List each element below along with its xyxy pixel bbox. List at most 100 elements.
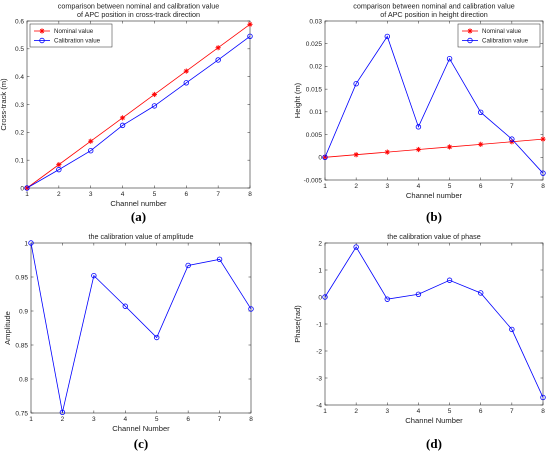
x-tick-label: 3 bbox=[92, 416, 96, 423]
x-tick-label: 7 bbox=[216, 191, 220, 198]
legend-label: Calibration value bbox=[482, 38, 529, 45]
panel-label: (b) bbox=[426, 209, 442, 224]
y-tick-label: 0.015 bbox=[306, 86, 323, 93]
chart-title-line: comparison between nominal and calibrati… bbox=[58, 2, 219, 11]
x-tick-label: 4 bbox=[417, 408, 421, 415]
plot-area bbox=[324, 20, 544, 181]
panel-label: (a) bbox=[131, 209, 146, 224]
x-tick-label: 5 bbox=[155, 416, 159, 423]
legend-entry: Calibration value bbox=[462, 38, 529, 45]
circle-marker bbox=[28, 240, 34, 246]
x-tick-label: 8 bbox=[541, 183, 545, 190]
star-marker-d2 bbox=[385, 149, 390, 155]
circle-marker bbox=[509, 136, 515, 142]
plot-area bbox=[324, 242, 544, 406]
series-1 bbox=[24, 21, 253, 191]
x-tick-label: 6 bbox=[479, 183, 483, 190]
circle-marker bbox=[122, 303, 128, 309]
circle-marker bbox=[353, 80, 359, 87]
x-tick-label: 7 bbox=[510, 183, 514, 190]
x-axis-label: Channel number bbox=[110, 199, 167, 208]
legend-entry: Calibration value bbox=[34, 38, 101, 45]
star-marker-d2 bbox=[56, 162, 61, 167]
x-tick-label: 3 bbox=[89, 191, 93, 198]
star-marker bbox=[151, 91, 158, 98]
x-axis-label: Channel Number bbox=[405, 416, 463, 425]
circle-marker bbox=[322, 154, 328, 160]
x-tick-label: 2 bbox=[61, 416, 65, 423]
star-marker-d2 bbox=[354, 152, 359, 157]
star-marker bbox=[384, 149, 390, 155]
chart-title-line: comparison between nominal and calibrati… bbox=[353, 2, 514, 11]
star-marker-d2 bbox=[120, 115, 125, 120]
y-tick-label: 0 bbox=[318, 294, 322, 301]
circle-marker bbox=[540, 394, 546, 401]
x-tick-label: 5 bbox=[448, 408, 452, 415]
circle-marker bbox=[91, 272, 97, 279]
x-tick-label: 3 bbox=[385, 408, 389, 415]
chart-title-line: the calibration value of phase bbox=[387, 232, 481, 241]
legend-label: Calibration value bbox=[54, 38, 101, 45]
legend-star-marker bbox=[467, 28, 473, 34]
plot-area bbox=[26, 20, 251, 189]
circle-marker bbox=[56, 166, 62, 173]
y-tick-label: 1 bbox=[318, 267, 322, 274]
x-tick-label: 1 bbox=[29, 416, 33, 423]
panel-label: (c) bbox=[134, 436, 148, 451]
x-tick-label: 1 bbox=[323, 408, 327, 415]
circle-marker bbox=[446, 56, 453, 62]
circle-marker bbox=[509, 326, 515, 333]
star-marker bbox=[215, 45, 221, 51]
y-tick-label: 0.025 bbox=[306, 41, 323, 48]
y-tick-label: 0 bbox=[318, 155, 322, 162]
x-tick-label: 7 bbox=[218, 416, 222, 423]
y-tick-label: 0.02 bbox=[309, 64, 322, 71]
x-tick-label: 4 bbox=[121, 191, 125, 198]
circle-marker bbox=[446, 277, 453, 283]
x-tick-label: 6 bbox=[186, 416, 190, 423]
x-tick-label: 8 bbox=[541, 408, 545, 415]
legend-circle-marker bbox=[467, 37, 473, 44]
star-marker bbox=[415, 146, 422, 153]
star-marker-d2 bbox=[540, 137, 546, 142]
circle-marker bbox=[183, 80, 189, 86]
circle-marker bbox=[540, 170, 546, 176]
y-axis-label: Height (m) bbox=[293, 82, 302, 118]
y-tick-label: 0 bbox=[20, 185, 24, 192]
x-axis-label: Channel number bbox=[406, 191, 463, 200]
legend-box bbox=[457, 23, 541, 48]
y-axis-label: Cross-track (m) bbox=[0, 78, 8, 131]
y-tick-label: 0.005 bbox=[306, 132, 323, 139]
circle-marker bbox=[353, 244, 359, 250]
x-tick-label: 3 bbox=[385, 183, 389, 190]
plot-area bbox=[30, 242, 252, 414]
y-tick-label: 2 bbox=[318, 240, 322, 247]
circle-marker bbox=[478, 109, 484, 116]
legend-star-marker-d2 bbox=[39, 28, 45, 34]
y-tick-label: -3 bbox=[316, 375, 322, 382]
x-tick-label: 6 bbox=[479, 408, 483, 415]
x-tick-label: 8 bbox=[249, 416, 253, 423]
y-tick-label: 0.8 bbox=[19, 376, 28, 383]
chart-panel-2: comparison between nominal and calibrati… bbox=[293, 2, 546, 224]
circle-marker bbox=[215, 57, 221, 63]
y-tick-label: 1 bbox=[24, 240, 28, 247]
y-axis-label: Amplitude bbox=[3, 311, 12, 345]
x-tick-label: 2 bbox=[354, 408, 358, 415]
star-marker-d2 bbox=[478, 142, 483, 147]
legend-star-marker bbox=[39, 28, 45, 34]
y-tick-label: 0.01 bbox=[309, 109, 322, 116]
x-tick-label: 1 bbox=[25, 191, 29, 198]
chart-panel-1: comparison between nominal and calibrati… bbox=[0, 2, 253, 224]
legend: Nominal value Calibration value bbox=[29, 23, 113, 48]
legend-entry: Nominal value bbox=[462, 28, 522, 35]
circle-marker bbox=[384, 33, 390, 40]
y-tick-label: 0.1 bbox=[15, 157, 24, 164]
star-marker-d2 bbox=[184, 68, 189, 74]
star-marker-d2 bbox=[447, 144, 452, 150]
series-1 bbox=[322, 136, 546, 160]
legend-star-marker-d2 bbox=[467, 28, 473, 34]
circle-marker bbox=[415, 291, 422, 297]
circle-marker bbox=[415, 124, 422, 130]
x-tick-label: 8 bbox=[248, 191, 252, 198]
